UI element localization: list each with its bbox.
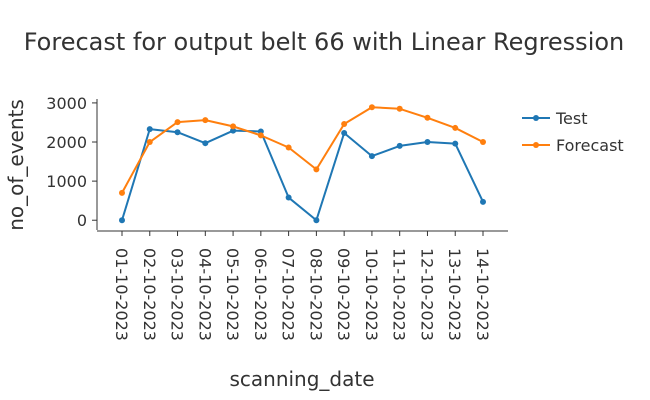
y-tick-label: 0 <box>77 211 87 230</box>
series-forecast-point <box>230 123 237 130</box>
y-axis: 0 1000 2000 3000 <box>46 94 98 230</box>
series-test-point <box>174 129 181 136</box>
series-forecast-point <box>257 132 264 139</box>
y-axis-title: no_of_events <box>4 99 28 231</box>
series-forecast-point <box>452 124 459 131</box>
series-test <box>119 126 486 224</box>
legend-swatch-marker <box>533 115 539 121</box>
legend-label: Test <box>555 109 588 128</box>
x-tick-label: 05-10-2023 <box>223 248 242 341</box>
y-ticks: 0 1000 2000 3000 <box>46 94 97 230</box>
series-test-point <box>146 126 153 133</box>
series-forecast-line <box>121 106 484 194</box>
legend-item-forecast: Forecast <box>522 136 624 155</box>
series-layer <box>119 104 486 224</box>
series-test-point <box>368 153 375 160</box>
series-test-point <box>424 139 431 146</box>
series-forecast-point <box>119 189 125 196</box>
series-test-point <box>230 127 237 134</box>
x-tick-label: 02-10-2023 <box>140 248 159 341</box>
chart-title: Forecast for output belt 66 with Linear … <box>24 28 625 56</box>
series-test-line <box>121 128 484 222</box>
series-test-point <box>480 198 486 205</box>
y-tick-label: 3000 <box>46 94 87 113</box>
series-forecast-point <box>202 117 209 124</box>
x-ticks: 01-10-2023 02-10-2023 03-10-2023 04-10-2023… <box>112 231 492 341</box>
x-tick-label: 07-10-2023 <box>279 248 298 341</box>
legend-item-test: Test <box>522 109 588 128</box>
y-tick-label: 2000 <box>46 133 87 152</box>
series-test-point <box>313 217 320 224</box>
x-tick-label: 08-10-2023 <box>306 248 325 341</box>
x-tick-label: 13-10-2023 <box>445 248 464 341</box>
y-tick-label: 1000 <box>46 172 87 191</box>
series-test-point <box>202 140 209 147</box>
series-test-point <box>341 130 348 137</box>
series-forecast <box>119 104 486 196</box>
x-tick-label: 06-10-2023 <box>251 248 270 341</box>
series-forecast-point <box>396 105 403 112</box>
legend-label: Forecast <box>556 136 624 155</box>
x-tick-label: 09-10-2023 <box>334 248 353 341</box>
legend-swatch-marker <box>533 142 539 148</box>
series-forecast-point <box>424 114 431 121</box>
x-tick-label: 11-10-2023 <box>390 248 409 341</box>
x-tick-label: 01-10-2023 <box>112 248 131 341</box>
x-axis: 01-10-2023 02-10-2023 03-10-2023 04-10-2023… <box>97 230 508 341</box>
series-forecast-point <box>480 139 486 146</box>
x-tick-label: 12-10-2023 <box>417 248 436 341</box>
series-forecast-point <box>313 166 320 173</box>
x-tick-label: 03-10-2023 <box>168 248 187 341</box>
x-tick-label: 14-10-2023 <box>473 248 492 341</box>
x-axis-title: scanning_date <box>229 367 374 391</box>
x-tick-label: 04-10-2023 <box>195 248 214 341</box>
series-forecast-point <box>146 139 153 146</box>
series-test-point <box>452 140 459 147</box>
series-forecast-point <box>341 121 348 128</box>
series-forecast-point <box>285 144 292 151</box>
series-test-point <box>396 142 403 149</box>
series-test-point <box>285 194 292 201</box>
series-test-point <box>119 217 125 224</box>
series-forecast-point <box>368 104 375 111</box>
legend: Test Forecast <box>522 109 624 155</box>
series-forecast-point <box>174 119 181 126</box>
x-tick-label: 10-10-2023 <box>362 248 381 341</box>
